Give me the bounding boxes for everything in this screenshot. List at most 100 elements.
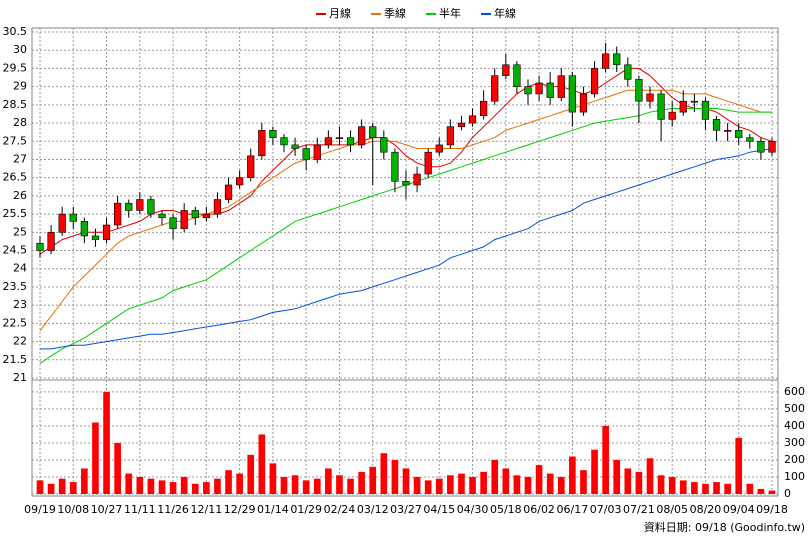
- candle-body: [513, 64, 521, 87]
- candle-body: [191, 210, 199, 219]
- volume-bar: [336, 475, 343, 494]
- y-tick-label: 23: [13, 298, 27, 311]
- candle-body: [69, 213, 77, 222]
- candle-body: [679, 100, 687, 113]
- candle-body: [757, 140, 765, 153]
- x-tick-label: 02/24: [324, 503, 356, 516]
- x-tick-label: 07/21: [623, 503, 655, 516]
- volume-bar: [325, 468, 332, 494]
- candle-body: [291, 144, 299, 149]
- volume-bar: [69, 482, 77, 494]
- volume-bar: [424, 480, 432, 494]
- y-tick-label: 30: [13, 43, 27, 56]
- candle-body: [269, 130, 277, 138]
- volume-bar: [147, 478, 155, 494]
- volume-tick-label: 600: [784, 385, 805, 398]
- volume-bar: [624, 468, 632, 494]
- candle-body: [712, 119, 721, 131]
- x-tick-label: 06/02: [523, 503, 555, 516]
- y-tick-label: 24.5: [3, 244, 28, 257]
- candle-body: [579, 93, 588, 113]
- volume-bar: [613, 459, 621, 494]
- candle-body: [125, 202, 133, 211]
- volume-bar: [646, 458, 654, 494]
- volume-bar: [702, 483, 709, 494]
- volume-bar: [369, 466, 377, 494]
- volume-bar: [313, 478, 321, 494]
- y-tick-label: 22.5: [3, 316, 28, 329]
- volume-bar: [136, 476, 144, 494]
- volume-bar: [591, 449, 598, 494]
- x-tick-label: 01/14: [257, 503, 289, 516]
- volume-bar: [491, 459, 499, 494]
- y-tick-label: 30.5: [3, 25, 28, 38]
- volume-bar: [535, 465, 543, 494]
- candle-body: [424, 151, 432, 175]
- volume-bar: [480, 471, 487, 494]
- candle-body: [302, 148, 310, 160]
- volume-bar: [269, 463, 277, 494]
- volume-tick-label: 200: [784, 453, 805, 466]
- volume-bar: [358, 471, 365, 494]
- volume-bar: [47, 483, 55, 494]
- volume-bar: [657, 475, 665, 494]
- y-tick-label: 23.5: [3, 280, 28, 293]
- candle-body: [380, 137, 388, 153]
- y-tick-label: 25.5: [3, 207, 28, 220]
- volume-bar: [746, 483, 754, 494]
- candle-body: [480, 100, 488, 117]
- candle-body: [402, 181, 410, 186]
- candle-body: [524, 86, 532, 95]
- volume-bar: [114, 442, 121, 494]
- volume-bar: [580, 470, 587, 494]
- candle-body: [80, 221, 88, 237]
- volume-bar: [380, 453, 388, 494]
- candle-body: [369, 126, 377, 138]
- candle-body: [724, 130, 732, 132]
- x-tick-label: 07/03: [590, 503, 622, 516]
- candle-body: [36, 242, 44, 251]
- volume-bar: [236, 473, 243, 494]
- volume-bar: [103, 391, 110, 494]
- volume-bar: [724, 483, 731, 494]
- candle-body: [169, 217, 177, 229]
- candle-body: [202, 213, 210, 219]
- volume-tick-label: 300: [784, 436, 805, 449]
- candle-body: [413, 173, 421, 186]
- volume-bar: [258, 434, 266, 494]
- volume-bar: [36, 480, 44, 494]
- volume-bar: [280, 476, 288, 494]
- candle-body: [602, 53, 610, 69]
- volume-bar: [92, 422, 99, 494]
- candle-body: [435, 144, 443, 153]
- volume-bar: [713, 482, 720, 494]
- volume-bar: [58, 478, 66, 494]
- candle-body: [646, 93, 654, 102]
- candle-body: [47, 232, 55, 251]
- candle-body: [213, 199, 222, 215]
- x-tick-label: 04/15: [423, 503, 455, 516]
- candle-body: [746, 137, 754, 142]
- volume-bar: [513, 475, 521, 494]
- volume-bar: [435, 478, 443, 494]
- x-tick-label: 08/05: [656, 503, 688, 516]
- volume-bar: [546, 473, 554, 494]
- legend-label: 年線: [494, 6, 516, 20]
- candle-body: [391, 151, 399, 182]
- legend-label: 月線: [329, 6, 351, 20]
- candle-body: [358, 126, 366, 146]
- volume-bar: [225, 470, 232, 494]
- volume-bar: [402, 468, 410, 494]
- volume-bar: [524, 476, 532, 494]
- volume-bar: [180, 476, 188, 494]
- x-tick-label: 10/08: [57, 503, 89, 516]
- volume-bar: [757, 488, 765, 494]
- volume-bar: [191, 483, 199, 494]
- volume-bar: [81, 468, 88, 494]
- y-tick-label: 26: [13, 189, 27, 202]
- volume-bar: [214, 478, 221, 494]
- candle-body: [280, 137, 288, 146]
- y-tick-label: 27: [13, 152, 27, 165]
- candle-body: [446, 126, 454, 146]
